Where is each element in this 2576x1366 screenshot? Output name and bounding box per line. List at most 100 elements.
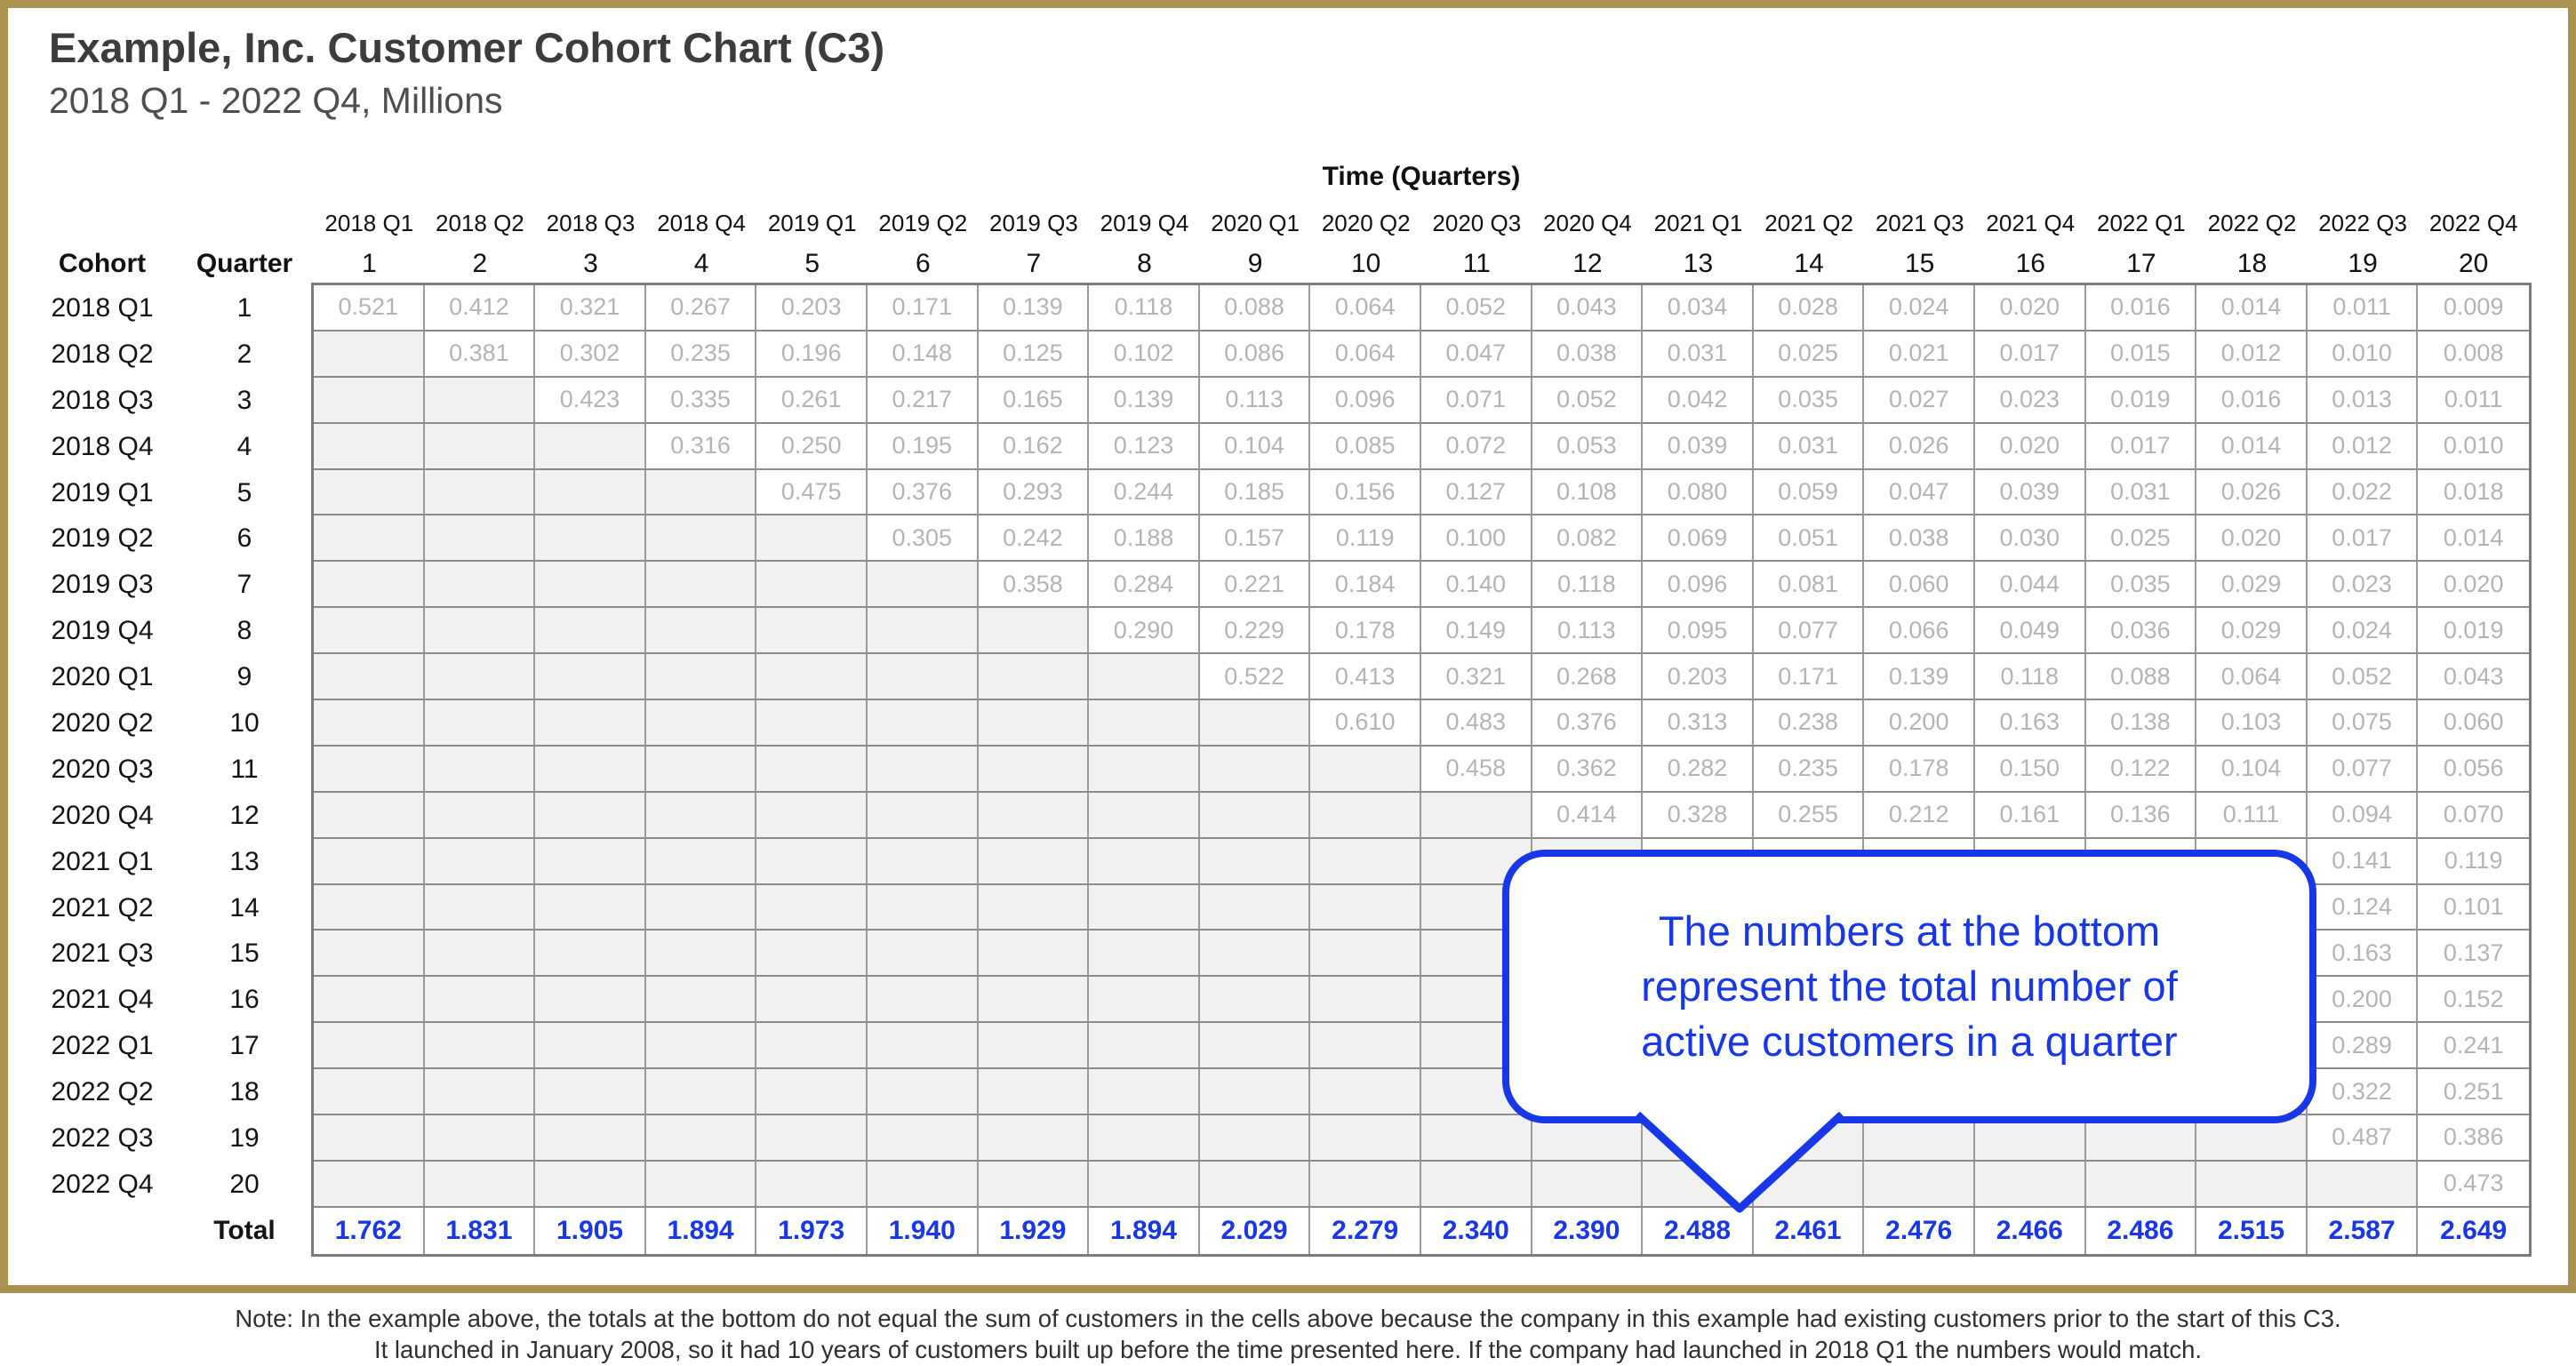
value-cell: 0.473 xyxy=(2418,1161,2529,1208)
value-cell xyxy=(978,977,1090,1024)
value-cell: 0.244 xyxy=(1089,469,1200,516)
cohort-label: 2018 Q4 xyxy=(51,431,154,461)
value-cell: 0.138 xyxy=(2085,700,2197,747)
value-cell xyxy=(756,1161,868,1208)
value-cell xyxy=(424,562,536,609)
value-cell: 0.522 xyxy=(1199,654,1311,701)
cohort-label: 2021 Q1 xyxy=(51,846,154,876)
value-cell xyxy=(314,884,425,931)
value-cell: 0.321 xyxy=(535,285,646,332)
quarter-number: 5 xyxy=(236,477,252,507)
value-cell: 0.124 xyxy=(2307,884,2419,931)
column-year-header: 2021 Q3 xyxy=(1875,210,1964,236)
page-subtitle: 2018 Q1 - 2022 Q4, Millions xyxy=(49,80,503,121)
row-label: 2021 Q4 16 xyxy=(27,977,311,1023)
value-cell: 0.328 xyxy=(1643,792,1754,839)
value-cell xyxy=(1089,1161,1200,1208)
value-cell: 0.113 xyxy=(1199,377,1311,424)
value-cell xyxy=(978,792,1090,839)
total-cell: 1.905 xyxy=(535,1207,646,1254)
column-number-header: 15 xyxy=(1905,249,1935,278)
value-cell xyxy=(1532,1161,1644,1208)
value-cell: 0.483 xyxy=(1420,700,1532,747)
value-cell: 0.108 xyxy=(1532,469,1644,516)
value-cell xyxy=(756,562,868,609)
value-cell: 0.064 xyxy=(1310,331,1421,378)
value-cell: 0.070 xyxy=(2418,792,2529,839)
total-cell: 1.894 xyxy=(645,1207,757,1254)
value-cell: 0.025 xyxy=(2085,515,2197,563)
value-cell xyxy=(1089,654,1200,701)
value-cell: 0.203 xyxy=(756,285,868,332)
value-cell: 0.031 xyxy=(2085,469,2197,516)
value-cell xyxy=(535,1023,646,1070)
value-cell: 0.080 xyxy=(1643,469,1754,516)
column-number-header: 8 xyxy=(1137,249,1152,278)
value-cell: 0.081 xyxy=(1753,562,1865,609)
value-cell: 0.137 xyxy=(2418,931,2529,978)
value-cell xyxy=(314,608,425,655)
value-cell xyxy=(535,931,646,978)
value-cell: 0.051 xyxy=(1753,515,1865,563)
value-cell xyxy=(535,1161,646,1208)
value-cell: 0.305 xyxy=(867,515,979,563)
value-cell: 0.020 xyxy=(2196,515,2308,563)
value-cell xyxy=(645,608,757,655)
value-cell: 0.376 xyxy=(1532,700,1644,747)
value-cell xyxy=(756,700,868,747)
column-year-header: 2019 Q3 xyxy=(989,210,1078,236)
value-cell: 0.289 xyxy=(2307,1023,2419,1070)
value-cell xyxy=(867,1023,979,1070)
value-cell xyxy=(424,469,536,516)
value-cell xyxy=(867,608,979,655)
value-cell xyxy=(314,377,425,424)
value-cell: 0.122 xyxy=(2085,746,2197,793)
total-cell: 1.929 xyxy=(978,1207,1090,1254)
value-cell xyxy=(756,654,868,701)
value-cell xyxy=(1864,1161,1975,1208)
value-cell xyxy=(1089,1115,1200,1162)
value-cell: 0.235 xyxy=(645,331,757,378)
value-cell xyxy=(424,977,536,1024)
value-cell: 0.019 xyxy=(2085,377,2197,424)
value-cell xyxy=(867,1161,979,1208)
row-label: 2020 Q2 10 xyxy=(27,700,311,747)
value-cell: 0.161 xyxy=(1974,792,2086,839)
value-cell xyxy=(756,838,868,885)
value-cell: 0.071 xyxy=(1420,377,1532,424)
quarter-number: 8 xyxy=(236,616,252,646)
column-number-header: 13 xyxy=(1683,249,1714,278)
value-cell: 0.203 xyxy=(1643,654,1754,701)
value-cell: 0.024 xyxy=(2307,608,2419,655)
value-cell: 0.241 xyxy=(2418,1023,2529,1070)
value-cell xyxy=(424,1023,536,1070)
value-cell xyxy=(978,1115,1090,1162)
value-cell: 0.012 xyxy=(2196,331,2308,378)
row-label: 2022 Q3 19 xyxy=(27,1115,311,1162)
cohort-label: 2020 Q1 xyxy=(51,662,154,692)
cohort-label: 2022 Q3 xyxy=(51,1122,154,1153)
column-number-header: 20 xyxy=(2459,249,2489,278)
value-cell xyxy=(1199,977,1311,1024)
value-cell xyxy=(424,1069,536,1116)
value-cell: 0.077 xyxy=(1753,608,1865,655)
column-year-header: 2021 Q4 xyxy=(1986,210,2076,236)
value-cell xyxy=(867,838,979,885)
total-cell: 2.466 xyxy=(1974,1207,2086,1254)
value-cell: 0.119 xyxy=(2418,838,2529,885)
total-cell: 1.973 xyxy=(756,1207,868,1254)
cohort-label: 2021 Q3 xyxy=(51,939,154,969)
value-cell: 0.290 xyxy=(1089,608,1200,655)
value-cell: 0.088 xyxy=(1199,285,1311,332)
value-cell: 0.521 xyxy=(314,285,425,332)
value-cell: 0.229 xyxy=(1199,608,1311,655)
value-cell xyxy=(1199,746,1311,793)
value-cell xyxy=(2196,1161,2308,1208)
value-cell xyxy=(756,792,868,839)
value-cell xyxy=(1199,838,1311,885)
quarter-number: 16 xyxy=(229,985,260,1015)
value-cell xyxy=(867,1115,979,1162)
column-year-header: 2022 Q4 xyxy=(2428,210,2518,236)
row-label: 2019 Q2 6 xyxy=(27,515,311,562)
